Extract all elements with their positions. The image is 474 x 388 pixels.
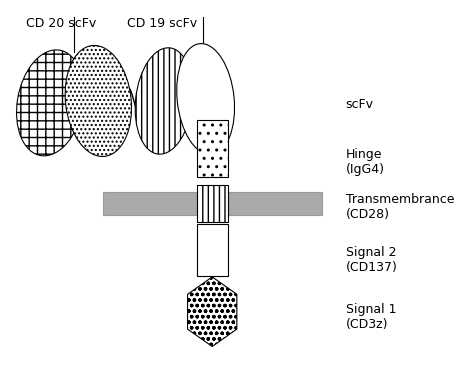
Ellipse shape <box>65 45 131 156</box>
Text: CD 20 scFv: CD 20 scFv <box>26 17 96 30</box>
Text: scFv: scFv <box>346 98 374 111</box>
Ellipse shape <box>135 48 193 154</box>
Polygon shape <box>188 277 237 346</box>
Ellipse shape <box>17 50 84 156</box>
Ellipse shape <box>177 43 235 154</box>
Bar <box>197 185 228 222</box>
Bar <box>197 224 228 275</box>
Text: Hinge
(IgG4): Hinge (IgG4) <box>346 148 385 176</box>
Text: Signal 2
(CD137): Signal 2 (CD137) <box>346 246 398 274</box>
Text: Transmembrance
(CD28): Transmembrance (CD28) <box>346 193 454 221</box>
Text: Signal 1
(CD3z): Signal 1 (CD3z) <box>346 303 396 331</box>
Bar <box>197 120 228 177</box>
Bar <box>103 192 322 215</box>
Text: CD 19 scFv: CD 19 scFv <box>127 17 197 30</box>
